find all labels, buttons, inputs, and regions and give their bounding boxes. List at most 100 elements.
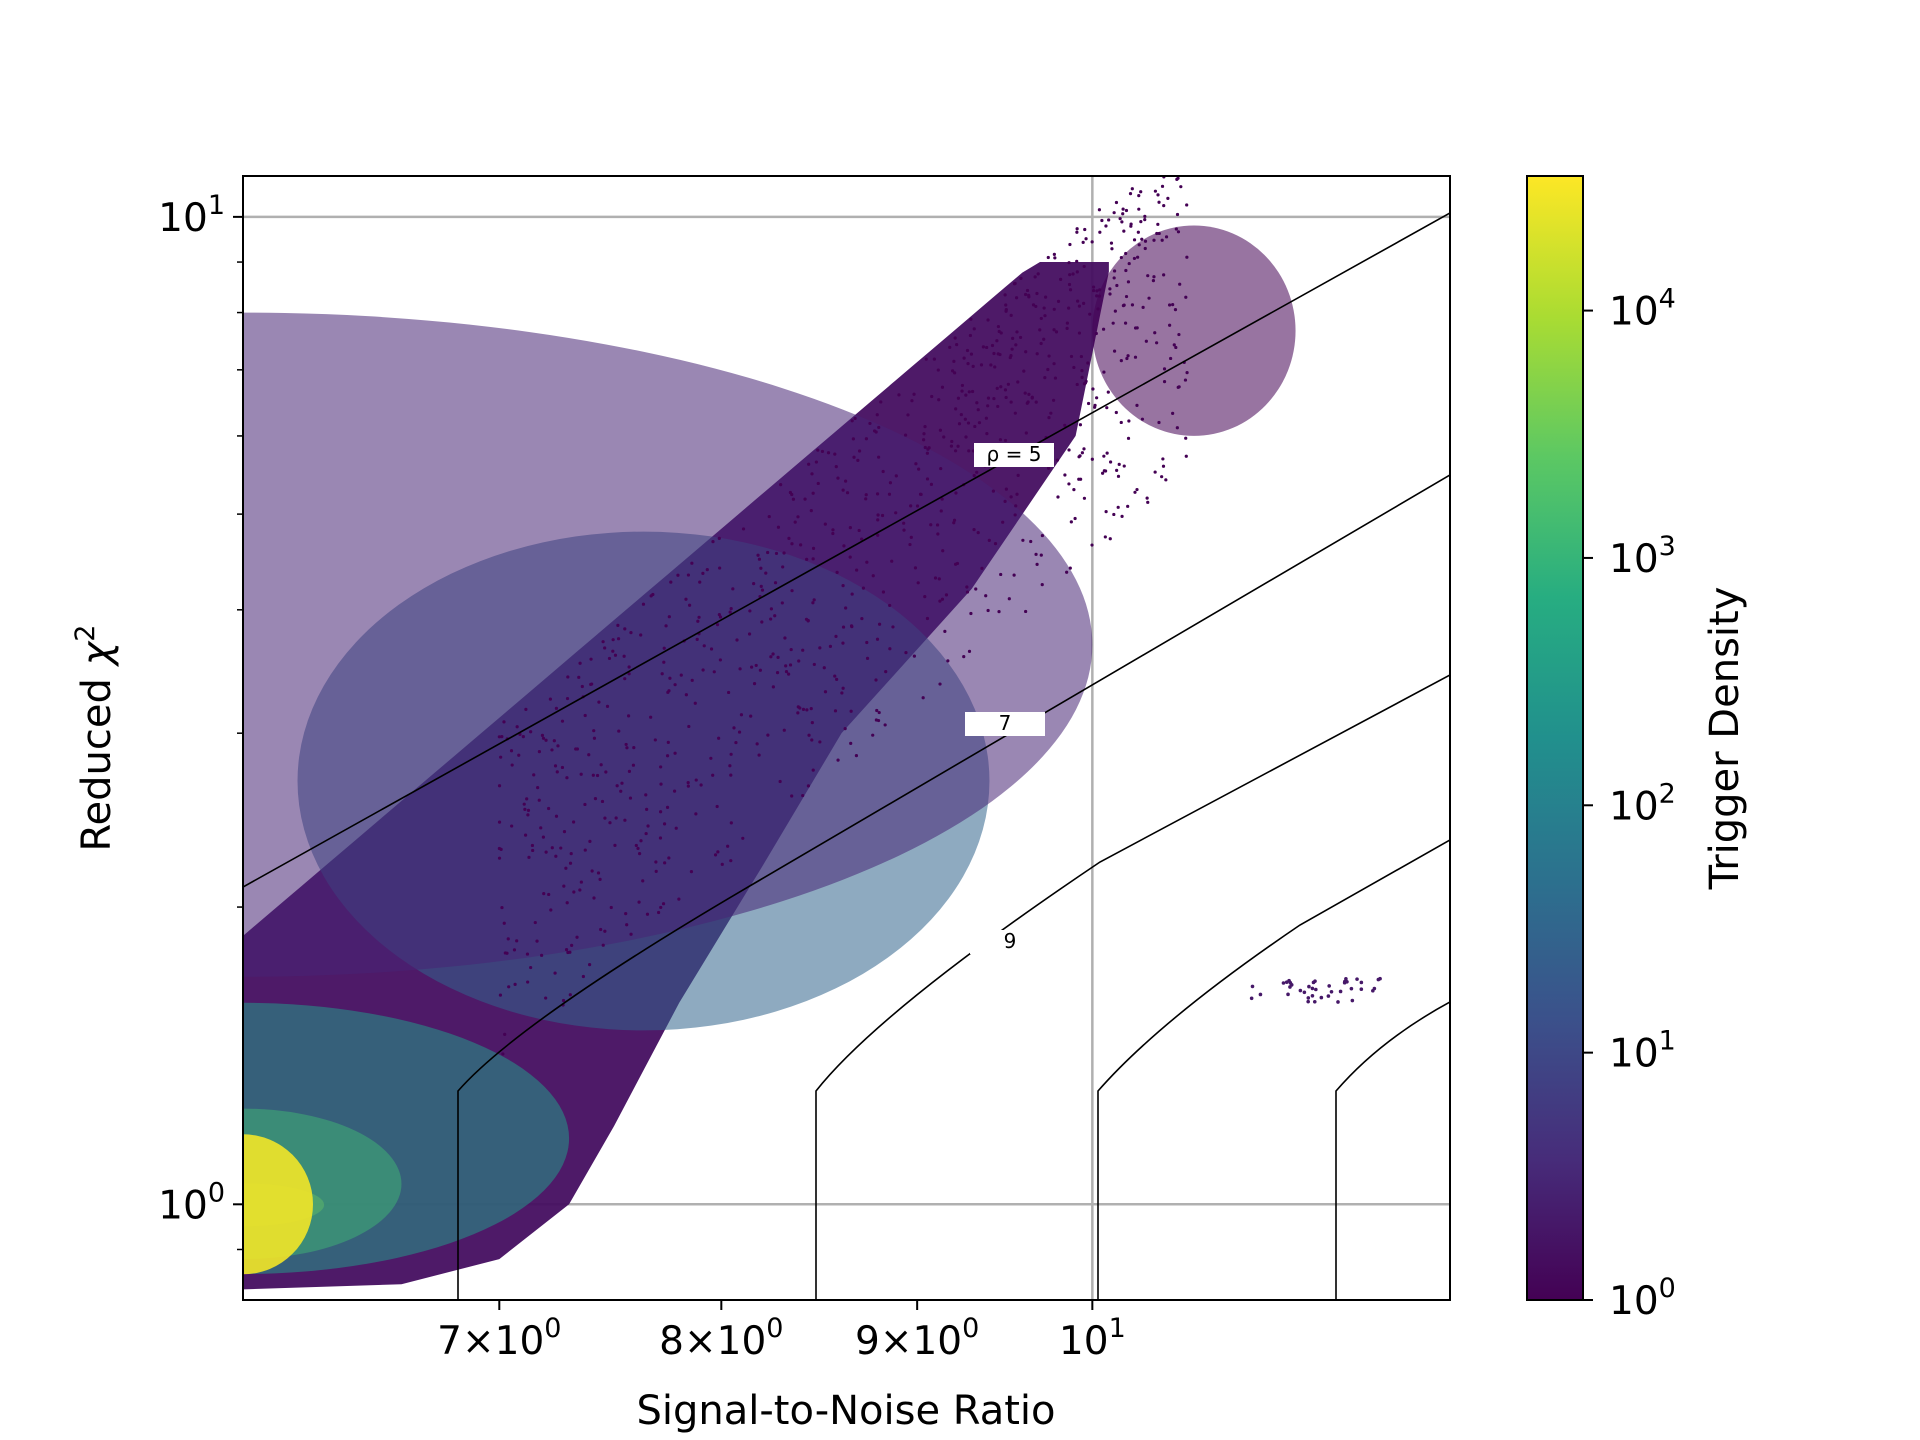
sparse-trigger bbox=[625, 923, 629, 927]
sparse-trigger bbox=[1106, 390, 1110, 394]
sparse-trigger bbox=[554, 814, 559, 818]
sparse-trigger bbox=[1003, 499, 1007, 503]
sparse-trigger bbox=[1102, 454, 1106, 458]
sparse-trigger bbox=[875, 637, 880, 641]
sparse-trigger bbox=[1143, 214, 1147, 218]
sparse-trigger bbox=[981, 345, 985, 349]
sparse-trigger bbox=[1119, 420, 1123, 425]
sparse-trigger bbox=[849, 709, 853, 713]
sparse-trigger bbox=[668, 676, 672, 680]
sparse-trigger bbox=[790, 589, 794, 593]
sparse-trigger bbox=[850, 592, 854, 596]
sparse-trigger bbox=[688, 603, 692, 607]
sparse-trigger bbox=[1144, 339, 1148, 343]
sparse-trigger bbox=[849, 741, 853, 745]
sparse-trigger bbox=[1046, 255, 1050, 260]
sparse-trigger bbox=[1027, 392, 1031, 396]
hexbin-density bbox=[243, 176, 1382, 1290]
sparse-trigger bbox=[1143, 239, 1148, 243]
sparse-trigger bbox=[953, 336, 957, 340]
sparse-trigger bbox=[526, 808, 531, 812]
sparse-trigger bbox=[623, 627, 627, 631]
sparse-trigger bbox=[912, 392, 916, 396]
sparse-trigger bbox=[1040, 583, 1044, 587]
sparse-trigger bbox=[844, 479, 848, 483]
sparse-trigger bbox=[972, 327, 976, 331]
sparse-trigger bbox=[803, 497, 807, 501]
sparse-trigger bbox=[583, 713, 587, 718]
sparse-trigger bbox=[583, 802, 587, 807]
sparse-trigger bbox=[937, 398, 941, 402]
sparse-trigger bbox=[880, 513, 885, 518]
sparse-trigger bbox=[599, 927, 603, 932]
sparse-trigger bbox=[845, 491, 850, 495]
sparse-trigger bbox=[588, 839, 592, 843]
contour-line bbox=[1097, 839, 1450, 1300]
sparse-trigger bbox=[923, 594, 927, 599]
sparse-trigger bbox=[698, 580, 702, 584]
sparse-trigger bbox=[1086, 361, 1090, 365]
sparse-trigger bbox=[1071, 272, 1075, 276]
contour-line bbox=[1335, 1001, 1450, 1300]
sparse-trigger bbox=[836, 476, 840, 480]
sparse-trigger bbox=[600, 799, 605, 804]
sparse-trigger bbox=[537, 749, 542, 754]
sparse-trigger bbox=[954, 407, 958, 411]
sparse-trigger bbox=[587, 753, 591, 757]
sparse-trigger bbox=[1121, 212, 1125, 216]
sparse-trigger bbox=[1073, 516, 1077, 521]
sparse-trigger bbox=[989, 363, 993, 367]
isolated-trigger bbox=[1307, 984, 1311, 989]
sparse-trigger bbox=[943, 629, 947, 633]
sparse-trigger bbox=[956, 444, 960, 448]
sparse-trigger bbox=[1152, 238, 1156, 242]
sparse-trigger bbox=[605, 704, 610, 709]
sparse-trigger bbox=[572, 890, 576, 894]
contour-label-bg bbox=[974, 443, 1054, 467]
isolated-trigger bbox=[1281, 981, 1286, 985]
sparse-trigger bbox=[659, 782, 663, 786]
sparse-trigger bbox=[1075, 227, 1079, 231]
sparse-trigger bbox=[611, 638, 615, 642]
sparse-trigger bbox=[1115, 283, 1119, 288]
sparse-trigger bbox=[636, 846, 640, 851]
sparse-trigger bbox=[796, 515, 800, 519]
sparse-trigger bbox=[1135, 403, 1139, 407]
sparse-trigger bbox=[773, 581, 778, 585]
sparse-trigger bbox=[614, 816, 618, 820]
sparse-trigger bbox=[1147, 296, 1151, 300]
sparse-trigger bbox=[996, 404, 1000, 409]
sparse-trigger bbox=[971, 364, 975, 368]
sparse-trigger bbox=[677, 897, 681, 901]
sparse-trigger bbox=[1075, 382, 1079, 387]
y-tick-label: 101 bbox=[158, 190, 225, 241]
sparse-trigger bbox=[513, 982, 517, 986]
sparse-trigger bbox=[1068, 566, 1072, 570]
sparse-trigger bbox=[1145, 496, 1149, 500]
sparse-trigger bbox=[1135, 487, 1139, 492]
sparse-trigger bbox=[580, 684, 584, 689]
sparse-trigger bbox=[985, 432, 989, 436]
sparse-trigger bbox=[1091, 285, 1096, 289]
sparse-trigger bbox=[623, 818, 627, 822]
sparse-trigger bbox=[641, 602, 646, 606]
sparse-trigger bbox=[715, 804, 719, 809]
sparse-trigger bbox=[1107, 218, 1111, 222]
sparse-trigger bbox=[833, 674, 837, 678]
sparse-trigger bbox=[1136, 255, 1140, 259]
sparse-trigger bbox=[603, 816, 607, 820]
sparse-trigger bbox=[549, 908, 553, 912]
contour-label: ρ = 5 bbox=[987, 442, 1042, 466]
sparse-trigger bbox=[787, 672, 791, 676]
sparse-trigger bbox=[665, 805, 670, 809]
sparse-trigger bbox=[555, 770, 559, 774]
sparse-trigger bbox=[581, 974, 585, 979]
sparse-trigger bbox=[1022, 369, 1026, 373]
sparse-trigger bbox=[718, 658, 722, 662]
sparse-trigger bbox=[637, 900, 641, 904]
x-tick-label-exp: 1 bbox=[1109, 1313, 1126, 1344]
sparse-trigger bbox=[962, 356, 966, 360]
